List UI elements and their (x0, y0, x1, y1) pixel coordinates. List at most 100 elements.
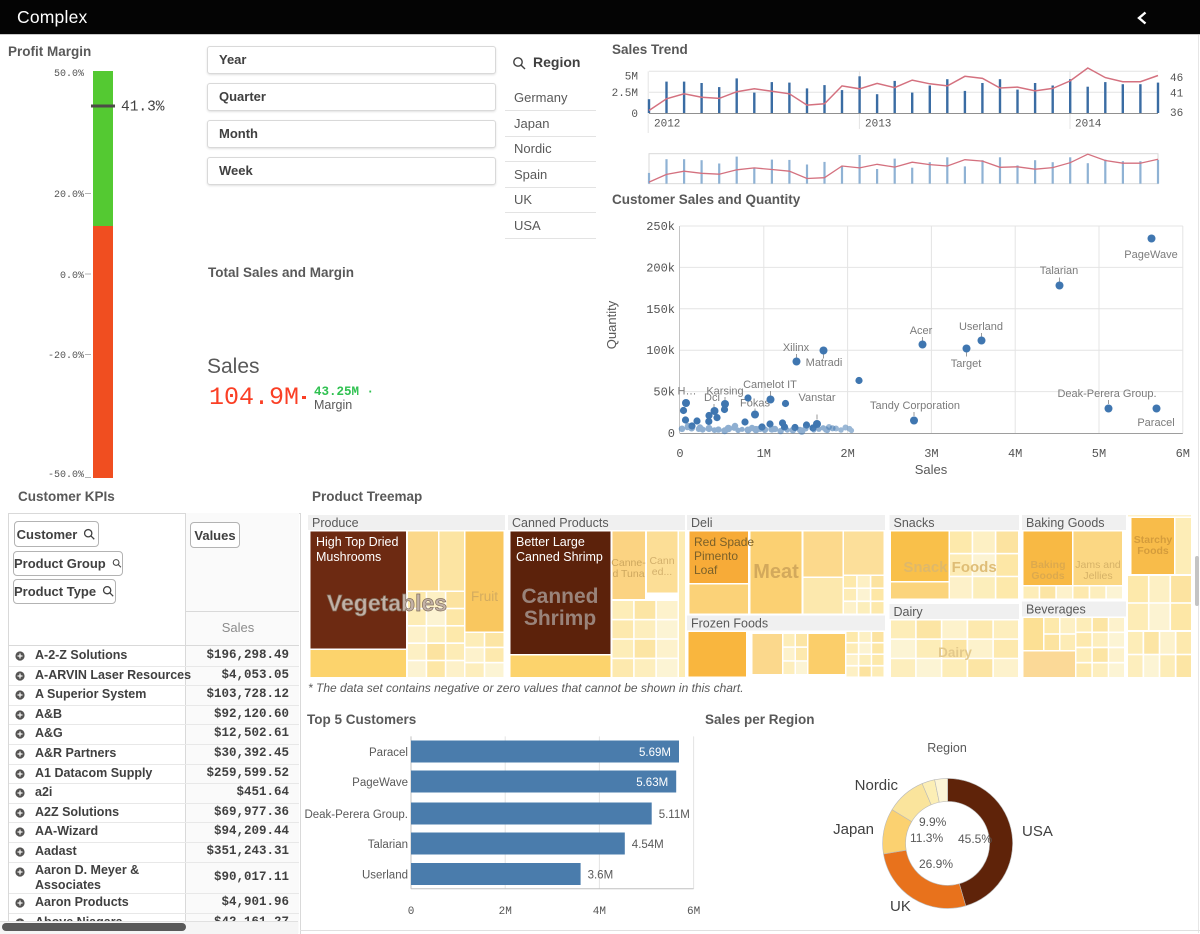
svg-text:Vegetables: Vegetables (327, 590, 447, 616)
svg-text:Target: Target (951, 358, 982, 370)
svg-text:2012: 2012 (654, 119, 680, 131)
svg-text:Canned: Canned (521, 585, 598, 608)
svg-text:11.3%: 11.3% (910, 831, 943, 845)
svg-text:0: 0 (676, 447, 683, 461)
svg-text:Canned Products: Canned Products (512, 516, 609, 530)
svg-text:9.9%: 9.9% (919, 815, 947, 829)
svg-text:Red Spade: Red Spade (694, 535, 754, 549)
svg-text:Quantity: Quantity (604, 300, 619, 349)
svg-text:Talarian: Talarian (368, 839, 408, 851)
svg-text:4.54M: 4.54M (632, 839, 664, 851)
svg-text:2.5M: 2.5M (612, 88, 638, 100)
svg-text:Jellies: Jellies (1083, 570, 1112, 582)
svg-text:Cann: Cann (649, 555, 674, 567)
svg-text:Beverages: Beverages (1026, 603, 1086, 617)
svg-text:ed...: ed... (652, 566, 672, 578)
svg-text:PageWave: PageWave (352, 777, 408, 789)
svg-text:Dairy: Dairy (894, 605, 924, 619)
svg-text:Meat: Meat (753, 561, 799, 583)
svg-text:45.5%: 45.5% (958, 832, 992, 846)
svg-text:Region: Region (927, 741, 967, 755)
svg-text:Frozen Foods: Frozen Foods (691, 617, 768, 631)
svg-text:41: 41 (1170, 89, 1184, 101)
svg-text:Sales: Sales (915, 462, 948, 477)
svg-text:Shrimp: Shrimp (524, 607, 596, 630)
svg-text:H…: H… (678, 386, 697, 398)
svg-text:4M: 4M (1008, 447, 1022, 461)
svg-text:Vanstar: Vanstar (798, 392, 835, 404)
svg-text:Pimento: Pimento (694, 549, 738, 563)
svg-text:Produce: Produce (312, 516, 359, 530)
svg-text:50k: 50k (653, 386, 675, 400)
svg-text:Loaf: Loaf (694, 563, 718, 577)
svg-text:2013: 2013 (865, 119, 891, 131)
svg-text:0: 0 (408, 906, 415, 918)
svg-text:Dci: Dci (704, 392, 720, 404)
svg-text:d Tuna: d Tuna (612, 568, 644, 580)
svg-text:5M: 5M (625, 72, 638, 84)
svg-text:UK: UK (890, 898, 911, 915)
svg-text:Fokas: Fokas (740, 398, 770, 410)
svg-text:Fruit: Fruit (471, 589, 498, 604)
svg-text:5.11M: 5.11M (659, 809, 690, 821)
svg-text:USA: USA (1022, 823, 1053, 840)
svg-text:Deak-Perera Group.: Deak-Perera Group. (304, 809, 408, 821)
svg-text:4M: 4M (593, 906, 606, 918)
svg-text:3.6M: 3.6M (588, 870, 614, 882)
svg-text:0: 0 (631, 109, 638, 121)
svg-text:5.63M: 5.63M (636, 777, 668, 789)
svg-text:Goods: Goods (1031, 570, 1064, 582)
svg-text:Canne-: Canne- (611, 557, 646, 569)
svg-text:6M: 6M (687, 906, 700, 918)
svg-text:Userland: Userland (959, 321, 1003, 333)
svg-text:Better Large: Better Large (516, 535, 585, 549)
svg-text:-50.0%: -50.0% (48, 470, 84, 481)
svg-text:Mushrooms: Mushrooms (316, 550, 381, 564)
svg-text:250k: 250k (646, 220, 675, 234)
svg-text:Baking Goods: Baking Goods (1026, 516, 1105, 530)
svg-text:Snack Foods: Snack Foods (903, 559, 996, 576)
svg-text:2M: 2M (840, 447, 854, 461)
svg-text:Acer: Acer (910, 325, 933, 337)
svg-text:Userland: Userland (362, 870, 408, 882)
svg-text:150k: 150k (646, 303, 675, 317)
svg-text:Canned Shrimp: Canned Shrimp (516, 550, 603, 564)
svg-text:36: 36 (1170, 108, 1183, 120)
svg-text:Deak-Perera Group.: Deak-Perera Group. (1057, 388, 1156, 400)
svg-text:3M: 3M (924, 447, 938, 461)
svg-text:5M: 5M (1092, 447, 1106, 461)
svg-text:50.0%: 50.0% (54, 69, 84, 80)
svg-text:Camelot IT: Camelot IT (743, 379, 797, 391)
svg-text:Foods: Foods (1137, 545, 1169, 557)
svg-text:46: 46 (1170, 73, 1183, 85)
svg-text:0.0%: 0.0% (60, 271, 84, 282)
svg-text:Snacks: Snacks (894, 516, 935, 530)
svg-text:2014: 2014 (1075, 119, 1102, 131)
svg-text:Matradi: Matradi (806, 357, 843, 369)
svg-text:-20.0%: -20.0% (48, 351, 84, 362)
svg-text:5.69M: 5.69M (639, 747, 671, 759)
svg-text:High Top Dried: High Top Dried (316, 535, 399, 549)
svg-text:Karsing: Karsing (706, 386, 743, 398)
svg-text:Talarian: Talarian (1040, 265, 1079, 277)
svg-text:41.3%: 41.3% (121, 100, 165, 116)
svg-text:Baking: Baking (1030, 559, 1065, 571)
svg-text:6M: 6M (1176, 447, 1190, 461)
svg-text:Jams and: Jams and (1075, 559, 1121, 571)
svg-text:0: 0 (668, 427, 675, 441)
svg-text:2M: 2M (499, 906, 512, 918)
svg-text:Nordic: Nordic (855, 777, 899, 794)
svg-text:Xilinx: Xilinx (783, 342, 810, 354)
svg-text:200k: 200k (646, 261, 675, 275)
svg-text:26.9%: 26.9% (919, 857, 953, 871)
svg-text:Paracel: Paracel (369, 747, 408, 759)
svg-text:PageWave: PageWave (1124, 249, 1177, 261)
svg-text:Japan: Japan (833, 821, 874, 838)
svg-text:20.0%: 20.0% (54, 190, 84, 201)
svg-text:1M: 1M (757, 447, 771, 461)
svg-text:Dairy: Dairy (938, 645, 972, 660)
svg-text:Deli: Deli (691, 516, 713, 530)
svg-text:Tandy Corporation: Tandy Corporation (870, 400, 960, 412)
svg-text:Paracel: Paracel (1137, 417, 1174, 429)
svg-text:100k: 100k (646, 344, 675, 358)
